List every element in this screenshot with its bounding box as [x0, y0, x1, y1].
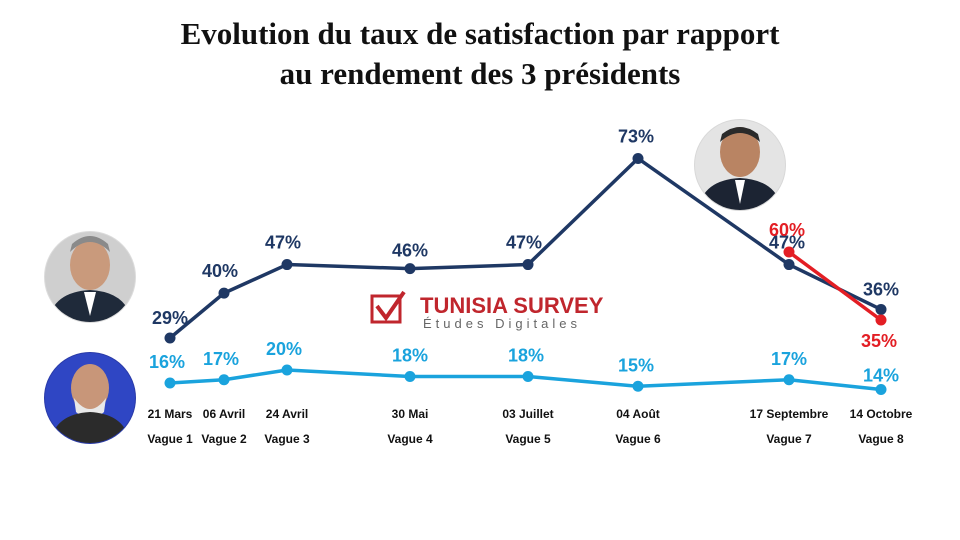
point-president1-6 — [632, 152, 644, 164]
data-label-president3-7: 60% — [769, 220, 805, 240]
data-label-president2-4: 18% — [392, 346, 428, 366]
x-tick-date-6: 04 Août — [616, 407, 660, 421]
point-president2-3 — [281, 364, 293, 376]
data-label-president1-1: 29% — [152, 308, 188, 328]
x-axis-labels: 21 Mars Vague 1 06 Avril Vague 2 24 Avril Vag… — [147, 407, 912, 446]
portrait-president-2 — [44, 352, 136, 444]
data-label-president2-3: 20% — [266, 339, 302, 359]
data-label-president1-6: 73% — [618, 126, 654, 146]
logo-tagline: Études Digitales — [423, 316, 581, 331]
data-label-president2-5: 18% — [508, 346, 544, 366]
point-president3-8 — [875, 314, 887, 326]
point-president2-7 — [783, 374, 795, 386]
x-tick-wave-5: Vague 5 — [505, 432, 551, 446]
title-line-2: au rendement des 3 présidents — [279, 56, 681, 91]
series-line-president1 — [168, 156, 882, 340]
x-tick-date-2: 06 Avril — [203, 407, 245, 421]
point-president1-8 — [875, 303, 887, 315]
data-label-president3-8: 35% — [861, 331, 897, 351]
point-president1-2 — [218, 287, 230, 299]
data-label-president1-2: 40% — [202, 261, 238, 281]
data-label-president2-2: 17% — [203, 349, 239, 369]
point-president1-3 — [281, 259, 293, 271]
point-president1-1 — [164, 332, 176, 344]
series-line-president2 — [169, 368, 882, 392]
data-label-president1-4: 46% — [392, 241, 428, 261]
data-label-president1-5: 47% — [506, 233, 542, 253]
data-label-president2-7: 17% — [771, 349, 807, 369]
data-label-president1-3: 47% — [265, 233, 301, 253]
x-tick-wave-7: Vague 7 — [766, 432, 812, 446]
series-president2: 16% 17% 20% 18% 18% 15% 17% 14% — [149, 339, 899, 395]
x-tick-date-8: 14 Octobre — [850, 407, 913, 421]
point-president3-7 — [783, 246, 795, 258]
x-tick-wave-6: Vague 6 — [615, 432, 661, 446]
point-president1-7 — [783, 259, 795, 271]
x-tick-wave-8: Vague 8 — [858, 432, 904, 446]
series-layer: 29%40%47% 46% 47%73%47%36%16% 17% 20% 18% 18% 1… — [149, 126, 899, 395]
x-tick-wave-4: Vague 4 — [387, 432, 433, 446]
point-president1-5 — [522, 259, 534, 271]
data-label-president1-8: 36% — [863, 279, 899, 299]
series-president1: 29% 40% 47% 46% 47% 73% 47% 36% — [152, 126, 899, 344]
point-president1-4 — [404, 263, 416, 275]
data-label-president2-6: 15% — [618, 355, 654, 375]
portrait-president-3 — [694, 119, 786, 211]
series-line-president3 — [787, 250, 883, 322]
data-label-president2-8: 14% — [863, 366, 899, 386]
series-president3: 60% 35% — [769, 220, 897, 351]
x-tick-wave-3: Vague 3 — [264, 432, 310, 446]
x-tick-date-1: 21 Mars — [148, 407, 193, 421]
point-president2-5 — [522, 371, 534, 382]
x-tick-date-3: 24 Avril — [266, 407, 308, 421]
x-tick-date-5: 03 Juillet — [502, 407, 553, 421]
x-tick-wave-1: Vague 1 — [147, 432, 193, 446]
point-president2-2 — [218, 374, 230, 386]
point-president2-4 — [404, 371, 416, 382]
point-president2-1 — [164, 377, 176, 389]
x-tick-date-7: 17 Septembre — [750, 407, 829, 421]
tunisia-survey-logo: TUNISIA SURVEY Études Digitales — [370, 290, 604, 331]
data-label-president2-1: 16% — [149, 352, 185, 372]
point-president2-8 — [875, 384, 887, 395]
point-president2-6 — [632, 380, 644, 392]
logo-name: TUNISIA SURVEY — [420, 293, 604, 318]
x-tick-wave-2: Vague 2 — [201, 432, 247, 446]
portrait-president-1 — [44, 231, 136, 323]
chart-title: Evolution du taux de satisfaction par ra… — [0, 14, 960, 94]
data-label-president1-7: 47% — [769, 233, 805, 253]
x-tick-date-4: 30 Mai — [392, 407, 429, 421]
title-line-1: Evolution du taux de satisfaction par ra… — [180, 16, 780, 51]
